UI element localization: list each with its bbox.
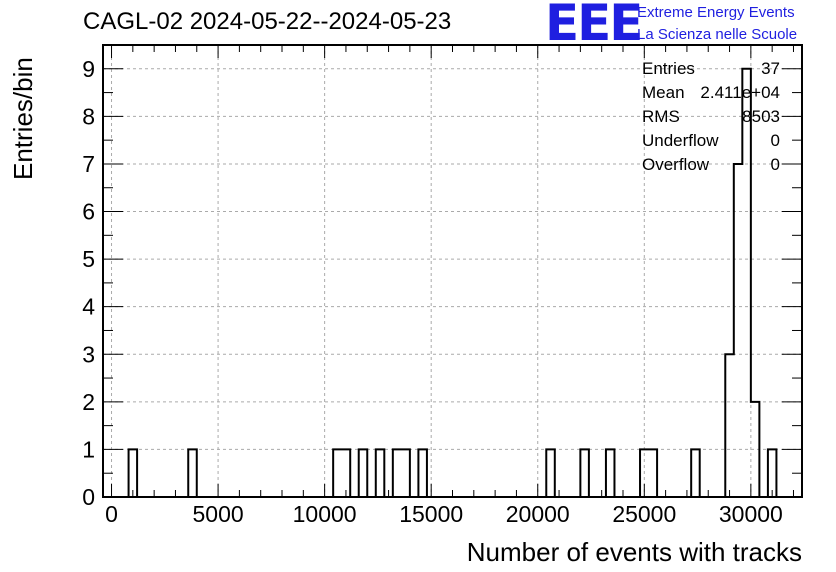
chart-title: CAGL-02 2024-05-22--2024-05-23 — [83, 8, 452, 35]
histogram-bin — [768, 449, 777, 497]
stat-value: 8503 — [742, 107, 780, 126]
stat-row-mean: Mean 2.411e+04 — [642, 83, 780, 107]
histogram-bin — [333, 449, 342, 497]
histogram-bin — [129, 449, 138, 497]
stats-box: Entries 37 Mean 2.411e+04 RMS 8503 Under… — [642, 59, 780, 179]
histogram-bin — [691, 449, 700, 497]
x-tick-label: 10000 — [293, 501, 357, 527]
stat-row-underflow: Underflow 0 — [642, 131, 780, 155]
stat-label: Underflow — [642, 131, 719, 150]
x-tick-label: 0 — [105, 501, 118, 527]
histogram-bin — [418, 449, 427, 497]
histogram-bin — [725, 354, 734, 497]
stat-label: Overflow — [642, 155, 710, 174]
x-tick-label: 5000 — [192, 501, 243, 527]
histogram-bin — [342, 449, 351, 497]
histogram-bin — [188, 449, 197, 497]
histogram-bin — [649, 449, 658, 497]
y-tick-label: 7 — [82, 151, 95, 177]
stat-label: RMS — [642, 107, 680, 126]
stat-label: Entries — [642, 59, 695, 78]
eee-logo: EEE Extreme Energy Events La Scienza nel… — [545, 0, 836, 52]
x-tick-label: 15000 — [399, 501, 463, 527]
histogram-bin — [546, 449, 555, 497]
histogram-bin — [580, 449, 589, 497]
x-tick-label: 30000 — [719, 501, 783, 527]
logo-line-2: La Scienza nelle Scuole — [637, 26, 798, 43]
stat-row-overflow: Overflow 0 — [642, 155, 780, 179]
y-tick-label: 4 — [82, 294, 95, 320]
stat-row-rms: RMS 8503 — [642, 107, 780, 131]
histogram-bin — [393, 449, 402, 497]
histogram-bin — [359, 449, 368, 497]
stat-value: 2.411e+04 — [700, 83, 780, 102]
y-tick-label: 5 — [82, 246, 95, 272]
logo-mark: EEE — [545, 0, 643, 52]
y-axis-label: Entries/bin — [8, 57, 38, 180]
logo-line-1: Extreme Energy Events — [637, 4, 795, 21]
x-tick-label: 20000 — [506, 501, 570, 527]
y-tick-label: 6 — [82, 199, 95, 225]
histogram-bin — [734, 164, 743, 497]
x-axis-label: Number of events with tracks — [466, 537, 802, 567]
stat-value: 37 — [761, 59, 780, 78]
y-tick-label: 8 — [82, 103, 95, 129]
histogram-bin — [606, 449, 615, 497]
y-tick-label: 0 — [82, 484, 95, 510]
y-tick-label: 3 — [82, 341, 95, 367]
y-tick-label: 9 — [82, 56, 95, 82]
stat-label: Mean — [642, 83, 685, 102]
histogram-bin — [401, 449, 410, 497]
stat-value: 0 — [770, 155, 780, 174]
x-tick-label: 25000 — [612, 501, 676, 527]
y-tick-label: 2 — [82, 389, 95, 415]
y-tick-label: 1 — [82, 436, 95, 462]
stat-row-entries: Entries 37 — [642, 59, 780, 83]
histogram-bin — [376, 449, 385, 497]
stat-value: 0 — [770, 131, 780, 150]
